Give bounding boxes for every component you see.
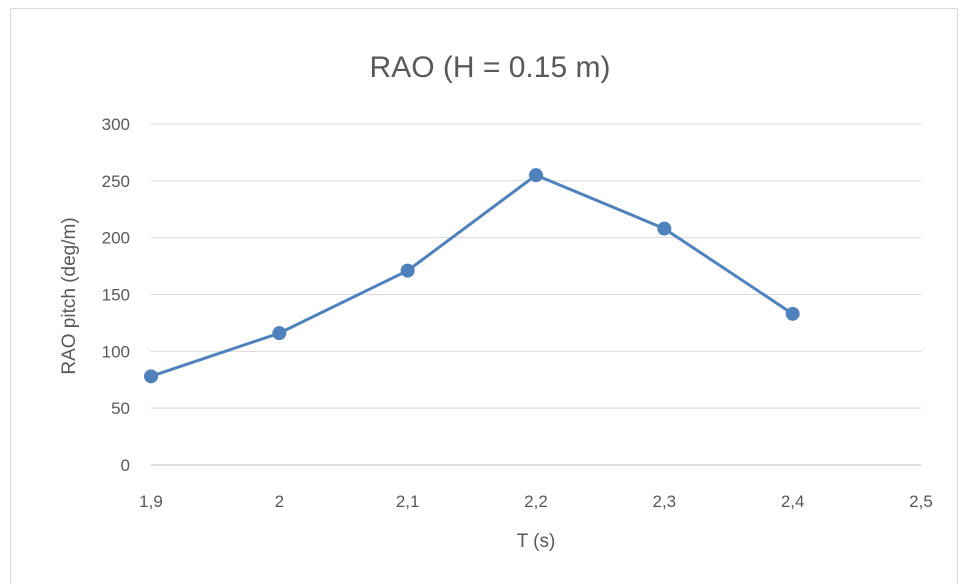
x-tick-label: 2 [275,492,284,511]
series-layer [144,168,800,384]
series-line [150,173,794,378]
x-tick-label: 2,2 [524,492,548,511]
y-tick-label: 250 [102,172,130,191]
y-tick-label: 150 [102,286,130,305]
data-point [657,221,672,236]
y-tick-label: 50 [111,399,130,418]
y-tick-label: 300 [102,115,130,134]
data-point [529,168,543,183]
data-point [272,326,287,341]
y-tick-label: 100 [102,342,130,361]
y-tick-labels: 0 50 100 150 200 250 300 [102,115,130,475]
y-axis-title: RAO pitch (deg/m) [59,217,80,374]
data-point [400,263,415,278]
y-gridlines [151,123,921,409]
x-tick-label: 1,9 [139,492,163,511]
x-axis-title: T (s) [517,531,556,552]
x-tick-label: 2,1 [396,492,420,511]
x-tick-label: 2,5 [909,492,933,511]
chart-title: RAO (H = 0.15 m) [370,51,611,84]
data-point [785,306,800,321]
x-tick-label: 2,4 [781,492,805,511]
x-tick-label: 2,3 [653,492,677,511]
y-tick-label: 200 [102,229,130,248]
chart-frame [10,8,958,584]
data-point [144,369,158,384]
y-tick-label: 0 [121,456,130,475]
x-tick-labels: 1,9 2 2,1 2,2 2,3 2,4 2,5 [139,492,933,511]
